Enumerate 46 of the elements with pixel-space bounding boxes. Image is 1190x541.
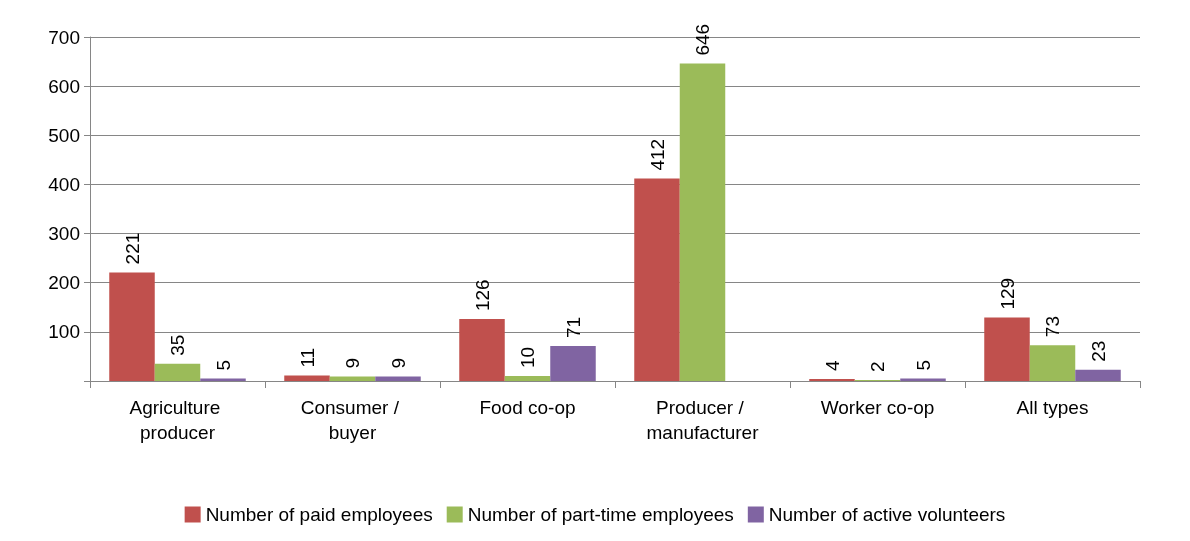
data-label: 10 [517, 346, 538, 369]
bar [109, 272, 155, 381]
y-tick-label: 300 [48, 223, 80, 245]
y-tick-label: 100 [48, 321, 80, 343]
x-tick-label: All types [1016, 397, 1089, 418]
x-tick-label: Agriculture producer [129, 397, 226, 443]
data-label: 221 [121, 232, 143, 265]
y-tick-label: 700 [48, 26, 80, 48]
bar [634, 178, 680, 381]
y-tick-label: 500 [48, 124, 80, 146]
bar [1029, 345, 1076, 381]
bar [679, 63, 726, 381]
x-tick-label: Consumer / buyer [300, 397, 405, 443]
bar [154, 363, 201, 381]
x-tick-label: Producer / manufacturer [646, 397, 760, 443]
data-label: 2 [867, 361, 888, 373]
bar [504, 376, 551, 381]
data-label: 35 [167, 334, 188, 356]
y-tick-label: 200 [48, 272, 80, 294]
y-tick-label: 400 [48, 173, 80, 195]
data-label: 126 [471, 279, 493, 312]
data-label: 5 [212, 359, 234, 371]
bar [1075, 369, 1121, 381]
bar [375, 376, 421, 381]
bar [459, 319, 505, 381]
legend-label: Number of active volunteers [768, 504, 1006, 525]
x-tick-label: Worker co-op [820, 397, 935, 418]
legend-label: Number of paid employees [205, 504, 433, 525]
data-label: 646 [692, 23, 713, 56]
data-label: 129 [996, 277, 1018, 310]
bar [284, 375, 330, 381]
data-label: 5 [912, 359, 934, 371]
legend-label: Number of part-time employees [467, 504, 734, 525]
data-label: 9 [387, 358, 409, 369]
bar [550, 346, 596, 381]
data-label: 71 [562, 316, 584, 339]
data-label: 23 [1087, 340, 1109, 362]
bar [984, 317, 1030, 381]
data-label: 412 [646, 138, 668, 171]
data-label: 11 [296, 347, 318, 368]
data-label: 73 [1042, 315, 1063, 338]
bar [329, 376, 376, 381]
y-tick-label: 600 [48, 75, 80, 97]
data-label: 4 [821, 360, 843, 372]
x-tick-label: Food co-op [479, 397, 576, 418]
data-label: 9 [342, 358, 363, 369]
